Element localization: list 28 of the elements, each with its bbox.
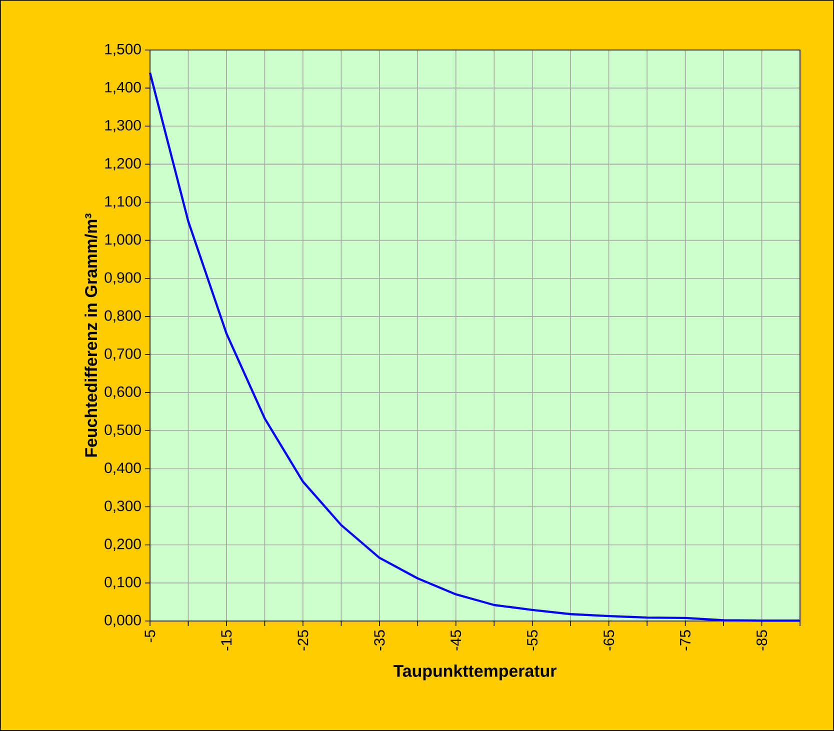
y-tick-label: 0,900 bbox=[104, 272, 141, 285]
y-tick-label: 1,300 bbox=[105, 120, 141, 132]
y-tick-label: 0,500 bbox=[104, 424, 141, 437]
x-tick-label: -55 bbox=[527, 630, 538, 650]
y-tick-label: 0,200 bbox=[104, 538, 141, 552]
line-series bbox=[148, 72, 802, 622]
y-tick-label: 0,000 bbox=[104, 614, 141, 628]
y-tick-label: 1,000 bbox=[105, 234, 141, 246]
y-tick-label: 0,700 bbox=[104, 348, 141, 361]
y-tick-label: 0,400 bbox=[104, 462, 141, 475]
x-tick-label: -45 bbox=[450, 630, 462, 650]
x-axis-title: Taupunkttemperatur bbox=[393, 664, 556, 680]
y-tick-label: 0,800 bbox=[104, 310, 141, 323]
y-axis-title: Feuchtedifferenz in Gramm/m³ bbox=[84, 214, 98, 457]
x-tick-label: -85 bbox=[756, 630, 768, 650]
x-tick-label: -35 bbox=[374, 630, 385, 650]
x-tick-label: -65 bbox=[604, 630, 614, 650]
y-tick-label: 1,100 bbox=[105, 196, 141, 208]
x-tick-label: -75 bbox=[680, 630, 691, 650]
y-tick-label: 0,100 bbox=[104, 576, 141, 590]
x-tick-label: -25 bbox=[298, 630, 308, 650]
y-tick-label: 1,200 bbox=[105, 158, 141, 170]
y-tick-label: 1,400 bbox=[105, 82, 141, 94]
x-tick-label: -5 bbox=[144, 630, 156, 642]
x-tick-label: -15 bbox=[221, 630, 232, 650]
y-tick-label: 0,600 bbox=[104, 386, 141, 399]
y-tick-label: 0,300 bbox=[104, 500, 141, 513]
y-tick-label: 1,500 bbox=[105, 44, 141, 56]
